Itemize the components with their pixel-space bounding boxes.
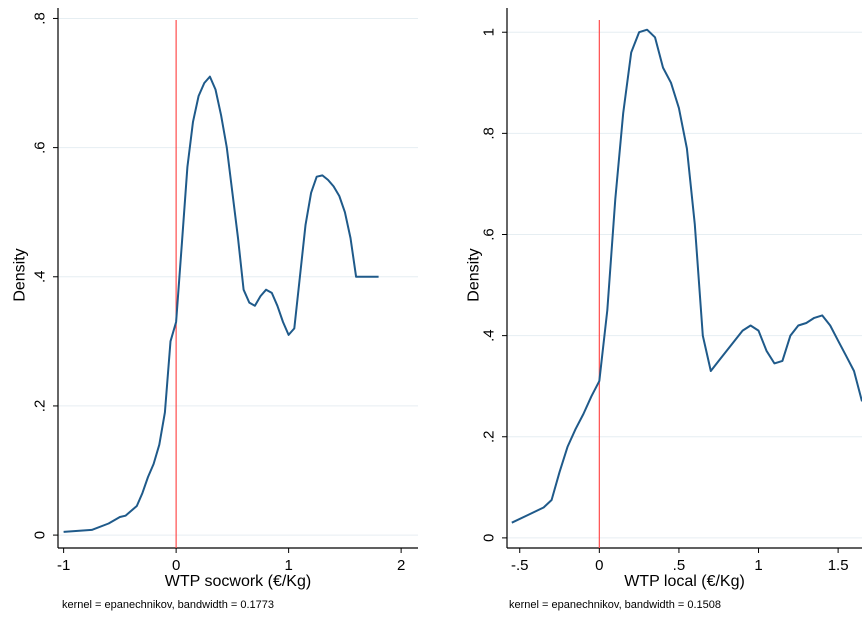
left-chart: 0 .2 .4 .6 .8 -1 0 1 2 WTP socwork (€/Kg) Density (12, 8, 418, 590)
right-x-axis-label: WTP local (€/Kg) (624, 573, 745, 590)
right-xtick-label: .5 (673, 557, 686, 574)
left-xtick-label: 1 (284, 557, 292, 574)
right-xtick-label: 1 (754, 557, 762, 574)
left-ytick-label: .4 (32, 271, 49, 284)
left-ytick-label: .6 (32, 141, 49, 154)
left-xtick-label: -1 (57, 557, 70, 574)
right-ytick-label: .2 (481, 430, 498, 443)
left-xtick-label: 2 (397, 557, 405, 574)
left-density-line (63, 75, 379, 533)
left-kernel-note: kernel = epanechnikov, bandwidth = 0.177… (62, 599, 275, 611)
right-ytick-label: .4 (481, 329, 498, 342)
left-ytick-label: .8 (31, 12, 48, 25)
right-ytick-label: 0 (481, 534, 498, 542)
right-xtick-label: -.5 (511, 557, 529, 574)
right-ytick-label: .6 (481, 228, 498, 241)
right-ytick-label: .8 (481, 127, 498, 140)
left-xtick-label: 0 (172, 557, 180, 574)
right-ytick-label: 1 (481, 28, 498, 36)
right-chart: 0 .2 .4 .6 .8 1 -.5 0 .5 1 1.5 WTP local (€/Kg) Dens… (466, 8, 862, 590)
right-xtick-label: 0 (595, 557, 603, 574)
right-y-axis-label: Density (466, 248, 483, 301)
left-ytick-label: .2 (32, 400, 49, 413)
left-y-axis-label: Density (12, 248, 29, 301)
right-xtick-label: 1.5 (828, 557, 849, 574)
left-ytick-label: 0 (32, 531, 49, 539)
right-kernel-note: kernel = epanechnikov, bandwidth = 0.150… (509, 599, 722, 611)
left-x-axis-label: WTP socwork (€/Kg) (165, 573, 311, 590)
right-density-line (511, 28, 862, 524)
